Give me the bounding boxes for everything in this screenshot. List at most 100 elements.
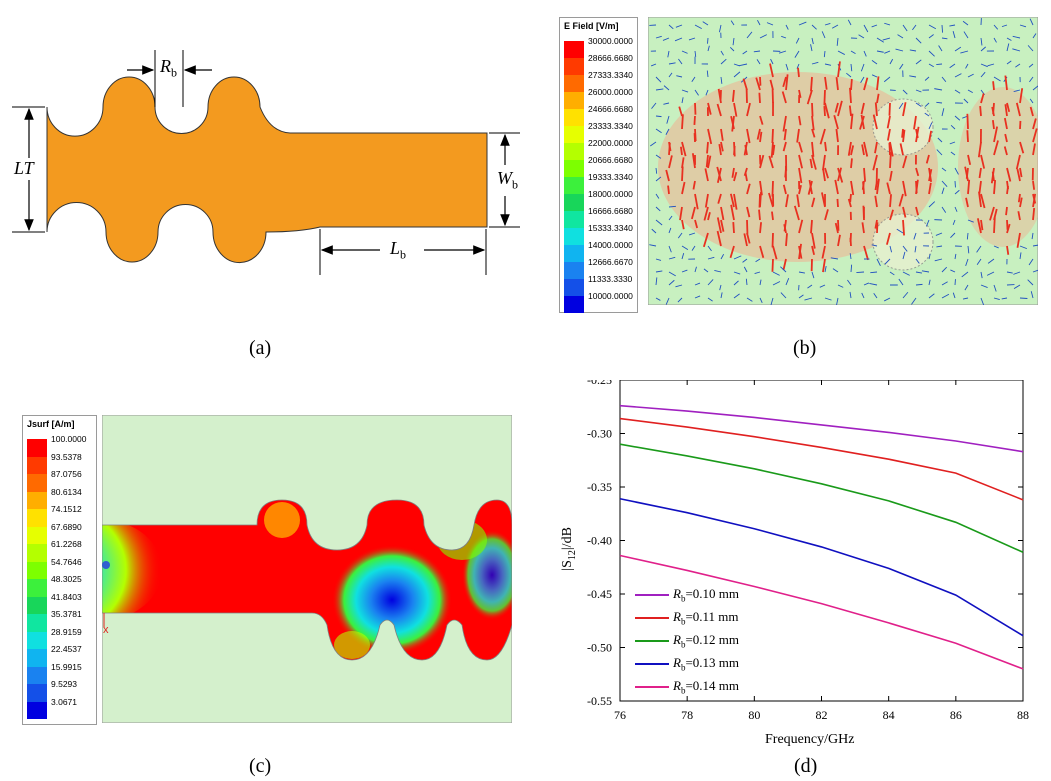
field-arrow	[850, 145, 855, 156]
legend-value: 54.7646	[51, 556, 82, 567]
field-arrow	[785, 194, 789, 208]
field-arrow	[976, 258, 982, 265]
field-arrow	[967, 179, 971, 195]
field-arrow	[785, 233, 788, 247]
series-line	[619, 554, 1024, 670]
field-arrow	[928, 182, 932, 195]
field-arrow	[960, 50, 969, 54]
field-arrow	[1032, 118, 1037, 130]
field-arrow	[691, 76, 696, 82]
legend-swatch	[27, 526, 47, 544]
field-arrow	[822, 168, 826, 182]
field-arrow	[782, 258, 787, 271]
field-arrow	[681, 114, 684, 130]
field-arrow	[1032, 193, 1037, 208]
field-arrow	[694, 89, 699, 96]
field-arrow	[993, 297, 1000, 301]
field-arrow	[989, 206, 995, 221]
field-arrow	[703, 206, 709, 221]
legend-value: 27333.3340	[588, 70, 633, 80]
field-arrow	[950, 232, 956, 239]
field-arrow	[987, 63, 995, 67]
field-arrow	[965, 63, 969, 69]
field-arrow	[796, 128, 800, 143]
field-arrow	[1032, 33, 1037, 39]
legend-swatch	[564, 228, 584, 245]
field-arrow	[876, 76, 880, 91]
field-arrow	[798, 141, 803, 153]
field-arrow	[936, 63, 943, 65]
field-arrow	[941, 266, 948, 273]
field-arrow	[1019, 245, 1028, 250]
field-arrow	[706, 70, 709, 78]
field-arrow	[733, 145, 736, 156]
field-arrow	[733, 71, 741, 78]
field-arrow	[954, 253, 957, 260]
field-arrow	[896, 228, 904, 234]
y-tick-label: -0.35	[587, 480, 612, 494]
field-arrow	[928, 63, 934, 68]
field-arrow	[912, 24, 917, 31]
field-arrow	[808, 179, 813, 195]
legend-value: 26000.0000	[588, 87, 633, 97]
field-arrow	[668, 72, 673, 78]
field-arrow	[668, 142, 671, 156]
field-arrow	[1005, 206, 1008, 216]
field-arrow	[730, 204, 735, 221]
field-arrow	[694, 50, 697, 57]
field-arrow	[949, 141, 956, 145]
field-arrow	[783, 128, 787, 141]
field-arrow	[755, 258, 761, 263]
field-arrow	[809, 158, 813, 169]
field-arrow	[980, 63, 988, 68]
field-arrow	[811, 24, 817, 30]
field-arrow	[863, 24, 869, 33]
field-arrow	[811, 61, 819, 65]
y-tick-label: -0.50	[587, 641, 612, 655]
field-arrow	[733, 102, 738, 117]
field-arrow	[950, 151, 956, 156]
legend-value: 24666.6680	[588, 104, 633, 114]
field-arrow	[720, 76, 723, 84]
field-arrow	[667, 185, 670, 195]
legend-entry: Rb=0.14 mm	[635, 677, 795, 697]
field-arrow	[666, 115, 670, 124]
field-arrow	[874, 219, 878, 229]
field-arrow	[720, 292, 723, 299]
field-arrow	[964, 166, 969, 182]
field-arrow	[884, 297, 891, 302]
field-arrow	[830, 257, 839, 260]
legend-swatch	[564, 41, 584, 58]
field-arrow	[847, 279, 852, 286]
field-arrow	[720, 141, 724, 152]
series-line	[619, 443, 1024, 554]
panel-c: Jsurf [A/m] 100.0000 93.5378 87.0756 80.613…	[0, 380, 525, 781]
legend-swatch	[27, 649, 47, 667]
field-arrow	[980, 71, 986, 78]
field-arrow	[986, 271, 995, 276]
field-arrow	[1004, 133, 1008, 143]
field-arrow	[967, 245, 970, 254]
field-arrow	[811, 141, 815, 157]
field-arrow	[860, 76, 865, 83]
field-arrow	[822, 154, 826, 171]
field-arrow	[980, 284, 988, 288]
field-arrow	[655, 206, 661, 212]
legend-value: 28666.6680	[588, 53, 633, 63]
field-arrow	[782, 184, 787, 195]
field-arrow	[863, 77, 869, 91]
field-arrow	[836, 37, 839, 46]
field-arrow	[934, 258, 943, 262]
field-arrow	[991, 171, 995, 182]
field-arrow	[729, 193, 735, 208]
field-arrow	[729, 46, 735, 52]
corrugated-line-schematic	[12, 50, 520, 275]
field-arrow	[1006, 43, 1010, 52]
field-arrow	[798, 184, 802, 195]
field-arrow	[811, 197, 816, 208]
field-arrow	[991, 119, 995, 130]
lt-label: LT	[14, 158, 34, 179]
field-arrow	[651, 228, 657, 234]
panel-b: E Field [V/m] 30000.0000 28666.6680 27333.…	[525, 0, 1051, 380]
field-arrow	[668, 227, 672, 234]
